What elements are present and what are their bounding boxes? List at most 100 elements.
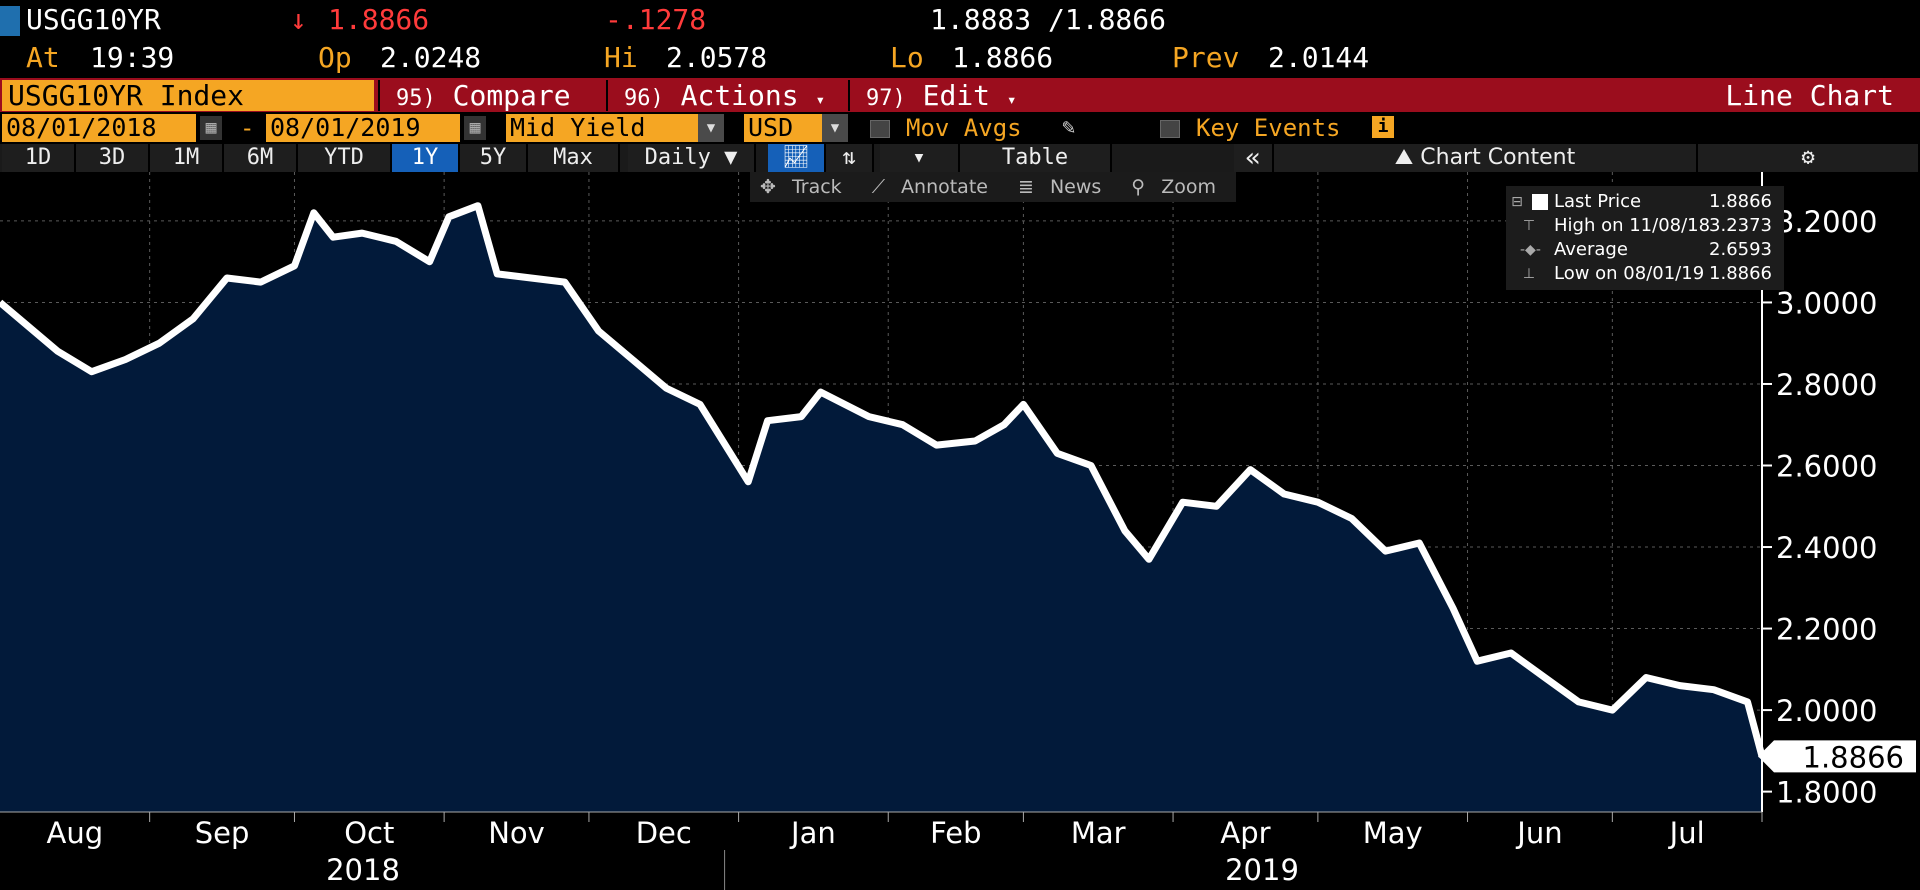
annotate-label: Annotate [901, 176, 988, 198]
calendar-icon[interactable]: ▦ [464, 116, 486, 140]
tab-period-1y[interactable]: 1Y [392, 144, 460, 172]
news-label: News [1049, 176, 1102, 198]
prev-value: 2.0144 [1268, 41, 1370, 74]
down-arrow-icon: ↓ [290, 3, 307, 36]
edit-num: 97) [866, 86, 906, 111]
currency-dropdown-icon[interactable]: ▼ [822, 114, 848, 142]
y-tick-label: 2.0000 [1776, 694, 1877, 728]
last-price: 1.8866 [328, 3, 430, 36]
legend-low-label: Low on 08/01/19 [1554, 263, 1705, 284]
x-tick-label: Jul [1668, 816, 1705, 850]
legend-last[interactable]: ⊟ Last Price 1.8866 [1506, 190, 1784, 214]
legend-last-value: 1.8866 [1709, 191, 1772, 212]
low-value: 1.8866 [952, 41, 1054, 74]
security-index-field[interactable]: USGG10YR Index [2, 80, 374, 111]
tab-period-max[interactable]: Max [528, 144, 620, 172]
year-label-2019: 2019 [1225, 853, 1299, 887]
settings-gear-icon[interactable]: ⚙ [1698, 144, 1920, 172]
chart-content-icon: ⛰ [1394, 145, 1421, 170]
edit-dropdown-icon: ▾ [1006, 90, 1017, 109]
end-date-field[interactable]: 08/01/2019 [266, 114, 460, 142]
y-tick-label: 3.0000 [1776, 286, 1877, 320]
net-change: -.1278 [605, 3, 707, 36]
last-value-badge [1758, 740, 1916, 773]
time-label: At [26, 41, 60, 74]
x-axis: Aug Sep Oct Nov Dec Jan Feb Mar Apr May Jun Jul 2018… [0, 811, 1763, 890]
bar-chart-icon[interactable]: ⇅ [826, 144, 874, 172]
frequency-select[interactable]: Daily ▼ [628, 144, 756, 172]
calendar-icon[interactable]: ▦ [200, 116, 222, 140]
legend-high-value: 3.2373 [1709, 215, 1772, 236]
chart-content-button[interactable]: ⛰ Chart Content [1274, 144, 1698, 172]
zoom-button[interactable]: ⚲ Zoom [1121, 176, 1236, 198]
track-label: Track [791, 176, 842, 198]
high-label: Hi [604, 41, 638, 74]
x-tick-label: Jan [789, 816, 836, 850]
chart-content-label: Chart Content [1420, 145, 1576, 170]
legend-high-label: High on 11/08/18 [1554, 215, 1711, 236]
legend-low: ⊥ Low on 08/01/19 1.8866 [1506, 262, 1784, 286]
key-events-label: Key Events [1196, 114, 1341, 142]
legend-average-value: 2.6593 [1709, 239, 1772, 260]
track-button[interactable]: ✥ Track [750, 176, 862, 198]
x-tick-label: Dec [636, 816, 692, 850]
low-label: Lo [890, 41, 924, 74]
x-tick-label: Sep [195, 816, 250, 850]
collapse-icon[interactable]: ⊟ [1511, 194, 1523, 210]
open-value: 2.0248 [380, 41, 482, 74]
tab-period-3d[interactable]: 3D [76, 144, 150, 172]
table-button[interactable]: Table [960, 144, 1112, 172]
annotate-button[interactable]: ⟋ Annotate [862, 176, 1008, 198]
compare-num: 95) [396, 86, 436, 111]
last-value-marker: 1.8866 [1758, 740, 1916, 774]
compare-label: Compare [452, 79, 571, 112]
x-tick-label: Aug [47, 816, 104, 850]
time-value: 19:39 [90, 41, 175, 74]
mov-avgs-label: Mov Avgs [906, 114, 1022, 142]
edit-menu[interactable]: 97) Edit ▾ [848, 80, 1024, 111]
news-button[interactable]: ≣ News [1008, 176, 1121, 198]
tab-period-ytd[interactable]: YTD [298, 144, 392, 172]
last-price-swatch [1532, 194, 1548, 210]
bid-ask: 1.8883 /1.8866 [930, 3, 1167, 36]
tab-period-5y[interactable]: 5Y [460, 144, 528, 172]
year-label-2018: 2018 [326, 853, 400, 887]
prev-label: Prev [1172, 41, 1240, 74]
x-tick-label: Jun [1515, 816, 1562, 850]
ticker-symbol[interactable]: USGG10YR [26, 3, 161, 36]
field-dropdown-icon[interactable]: ▼ [698, 114, 724, 142]
view-title: Line Chart [1725, 79, 1894, 112]
zoom-label: Zoom [1161, 176, 1217, 198]
x-tick-label: Feb [930, 816, 981, 850]
tab-period-1m[interactable]: 1M [150, 144, 224, 172]
y-tick-label: 2.2000 [1776, 613, 1877, 647]
start-date-field[interactable]: 08/01/2018 [2, 114, 196, 142]
y-tick-label: 1.8000 [1776, 776, 1877, 810]
mov-avgs-checkbox[interactable] [870, 120, 890, 138]
y-axis: 3.2000 3.0000 2.8000 2.6000 2.4000 2.2000 2.00… [1761, 172, 1877, 812]
currency-select[interactable]: USD [744, 114, 822, 142]
compare-button[interactable]: 95) Compare [378, 80, 604, 111]
series-line [0, 202, 1766, 758]
key-events-checkbox[interactable] [1160, 120, 1180, 138]
pencil-icon[interactable]: ✎ [1062, 115, 1076, 140]
chart-svg: 3.2000 3.0000 2.8000 2.6000 2.4000 2.2000 2.00… [0, 172, 1916, 890]
legend-high: ⊤ High on 11/08/18 3.2373 [1506, 214, 1784, 238]
collapse-button[interactable]: « [1234, 144, 1274, 172]
field-select[interactable]: Mid Yield [506, 114, 698, 142]
tab-period-6m[interactable]: 6M [224, 144, 298, 172]
x-tick-label: Nov [488, 816, 545, 850]
ticker-flag [0, 6, 20, 36]
x-tick-label: Oct [344, 816, 394, 850]
chart-type-dropdown-icon[interactable]: ▾ [880, 144, 960, 172]
series-area [0, 205, 1762, 812]
open-label: Op [318, 41, 352, 74]
tab-period-1d[interactable]: 1D [2, 144, 76, 172]
line-chart-icon[interactable]: 📈︎ [768, 144, 826, 172]
average-marker-icon: -◆- [1520, 242, 1541, 258]
actions-num: 96) [624, 86, 664, 111]
y-tick-label: 2.6000 [1776, 450, 1877, 484]
info-icon[interactable]: i [1372, 116, 1394, 138]
x-tick-label: Apr [1220, 816, 1270, 850]
actions-menu[interactable]: 96) Actions ▾ [606, 80, 846, 111]
